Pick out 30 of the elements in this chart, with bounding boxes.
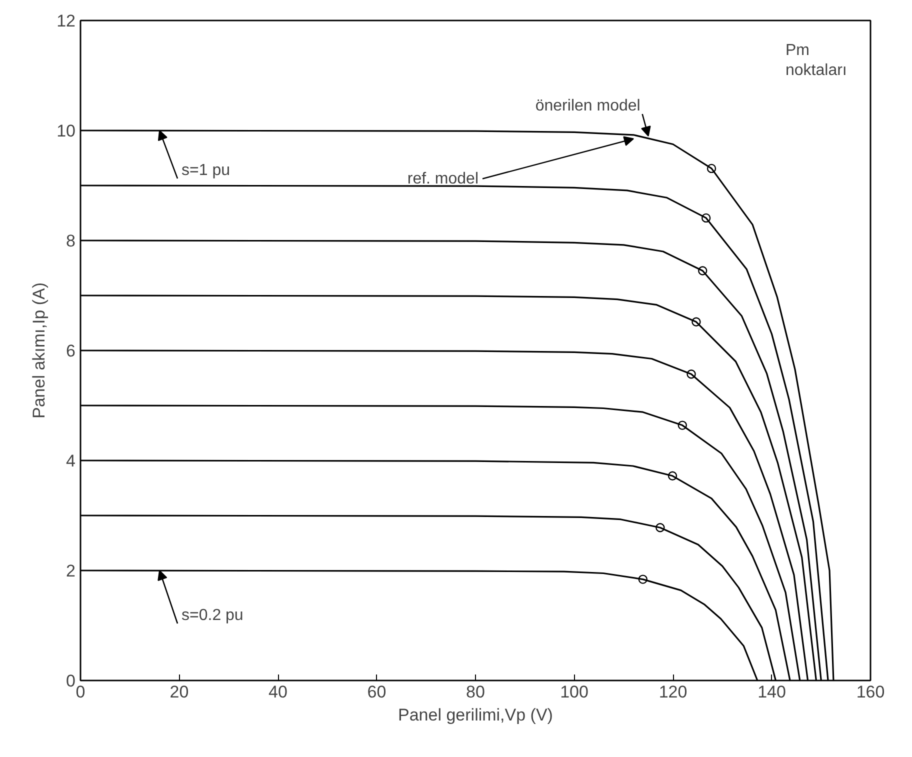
x-tick-label: 80	[466, 682, 485, 702]
y-tick-label: 4	[66, 452, 76, 470]
annotation: önerilen model	[535, 98, 640, 114]
point	[698, 266, 708, 276]
annotation: s=0.2 pu	[182, 607, 244, 624]
y-tick-label: 10	[56, 122, 76, 140]
y-tick-label: 2	[66, 562, 76, 580]
x-tick-label: 20	[170, 682, 189, 702]
point	[678, 420, 687, 430]
x-tick-label: 140	[758, 682, 786, 702]
y-axis-title: Panel akımı,Ip (A)	[30, 282, 49, 419]
annotation: s=1 pu	[182, 162, 230, 179]
y-tick-label: 8	[66, 232, 76, 250]
x-axis-title: Panel gerilimi,Vp (V)	[398, 706, 553, 724]
point	[656, 523, 665, 532]
point	[638, 574, 648, 584]
point	[692, 317, 701, 326]
x-tick-label: 120	[658, 682, 688, 702]
annotation: Pm noktaları	[786, 42, 847, 80]
y-tick-label: 6	[66, 342, 76, 360]
y-tick-label: 12	[56, 12, 76, 30]
point	[686, 370, 696, 379]
x-tick-label: 160	[856, 682, 885, 702]
annotation: ref. model	[407, 170, 478, 188]
x-tick-label: 40	[268, 682, 288, 702]
point	[706, 164, 716, 174]
x-tick-label: 100	[560, 682, 588, 702]
x-tick-label: 60	[367, 682, 386, 702]
point	[701, 213, 711, 223]
point	[668, 471, 678, 480]
